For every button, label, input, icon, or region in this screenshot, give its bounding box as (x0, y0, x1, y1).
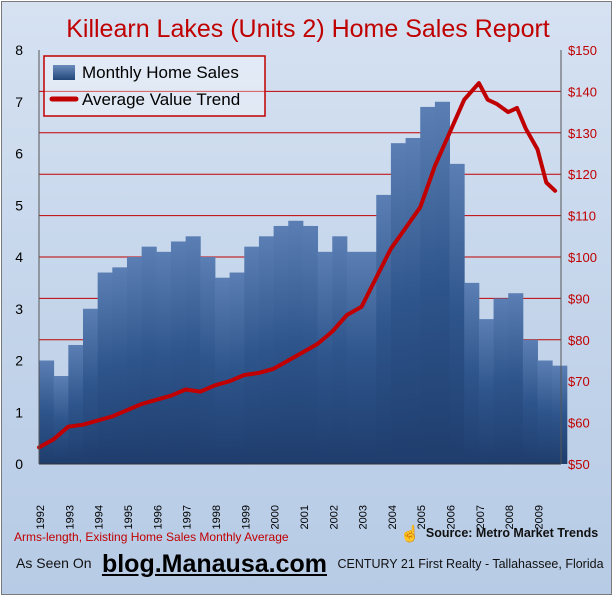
x-tick-label: 2004 (387, 505, 399, 529)
x-tick-label: 1993 (64, 505, 76, 529)
x-tick-label: 2006 (446, 505, 458, 529)
left-tick-label: 3 (15, 301, 23, 317)
sales-bar (288, 220, 304, 464)
legend-bar-label: Monthly Home Sales (82, 63, 239, 82)
legend-bar-swatch (53, 65, 75, 80)
chart-title: Killearn Lakes (Units 2) Home Sales Repo… (66, 15, 550, 43)
sales-bar (376, 194, 392, 464)
sales-bar (39, 360, 55, 464)
sales-bar (346, 251, 363, 464)
sales-bar (361, 251, 377, 464)
x-tick-label: 2002 (328, 505, 340, 529)
sales-bar (420, 106, 436, 465)
right-tick-label: $60 (568, 416, 590, 431)
sales-bar (405, 137, 421, 464)
x-tick-label: 2000 (270, 505, 282, 529)
left-tick-label: 2 (15, 353, 23, 369)
sales-bar (82, 308, 99, 464)
sales-bar (97, 272, 113, 464)
sales-bar (229, 272, 245, 464)
sales-bar (522, 339, 538, 464)
right-tick-label: $50 (568, 457, 590, 472)
sales-bar (302, 225, 319, 464)
sales-bar (53, 376, 69, 464)
sales-bar (317, 251, 333, 464)
right-tick-label: $90 (568, 291, 590, 306)
sales-bar (493, 298, 509, 464)
right-tick-label: $150 (568, 43, 597, 58)
footnote: Arms-length, Existing Home Sales Monthly… (14, 530, 289, 544)
right-tick-label: $130 (568, 126, 597, 141)
sales-bar (464, 282, 480, 464)
left-tick-label: 6 (15, 146, 23, 162)
right-tick-label: $70 (568, 374, 590, 389)
left-axis-ticks: 0 1 2 3 4 5 6 7 8 (15, 42, 23, 472)
right-tick-label: $80 (568, 333, 590, 348)
footer-banner: As Seen On blog.Manausa.com CENTURY 21 F… (16, 550, 606, 580)
sales-bar (508, 293, 524, 464)
legend-box (43, 55, 266, 117)
x-tick-label: 2003 (358, 505, 370, 529)
source-text: Source: Metro Market Trends (425, 526, 599, 540)
x-tick-label: 1997 (182, 505, 194, 529)
left-tick-label: 1 (15, 404, 23, 420)
right-tick-label: $110 (568, 209, 596, 224)
x-tick-label: 2005 (416, 505, 428, 529)
x-tick-label: 1992 (35, 505, 47, 529)
left-tick-label: 4 (15, 249, 23, 265)
sales-bar (68, 344, 84, 464)
sales-bar (214, 277, 231, 464)
left-tick-label: 8 (15, 42, 23, 58)
left-tick-label: 0 (15, 456, 23, 472)
as-seen-on: As Seen On (16, 555, 92, 571)
source-credit: ☝ Source: Metro Market Trends (400, 524, 598, 544)
x-tick-label: 1995 (123, 505, 135, 529)
legend-line-label: Average Value Trend (82, 90, 240, 109)
sales-bar (390, 143, 407, 464)
sales-bar (244, 246, 260, 464)
x-tick-label: 1996 (152, 505, 164, 529)
sales-bar (552, 365, 568, 464)
x-tick-label: 2009 (534, 505, 546, 529)
x-tick-label: 2008 (504, 505, 516, 529)
left-tick-label: 7 (15, 94, 23, 110)
x-tick-label: 1999 (240, 505, 252, 529)
sales-bar (332, 236, 348, 464)
sales-bars (39, 101, 568, 465)
right-tick-label: $100 (568, 250, 597, 265)
sales-bar (141, 246, 157, 464)
sales-bar (200, 257, 216, 464)
x-tick-label: 2001 (299, 505, 311, 529)
sales-bar (449, 163, 465, 464)
right-tick-label: $120 (568, 167, 597, 182)
sales-bar (170, 241, 187, 464)
sales-bar (185, 236, 201, 464)
sales-bar (156, 251, 172, 464)
x-axis-ticks: 1992 1993 1994 1995 1996 1997 1998 1999 2000 2001… (35, 505, 546, 529)
sales-bar (112, 267, 128, 464)
sales-bar (537, 360, 553, 464)
company-name: CENTURY 21 First Realty - Tallahassee, F… (337, 557, 604, 571)
value-trend-line (37, 81, 558, 450)
sales-bar (126, 257, 143, 464)
legend: Monthly Home Sales Average Value Trend (43, 55, 266, 117)
left-tick-label: 5 (15, 197, 23, 213)
sales-bar (258, 236, 275, 464)
x-tick-label: 1994 (94, 505, 106, 529)
blog-link[interactable]: blog.Manausa.com (101, 550, 327, 578)
sales-bar (273, 225, 289, 464)
sales-bar (434, 101, 450, 464)
right-tick-label: $140 (568, 84, 597, 99)
x-tick-label: 1998 (211, 505, 223, 529)
sales-bar (478, 319, 494, 464)
hand-pointer-icon: ☝ (400, 526, 420, 543)
x-tick-label: 2007 (475, 505, 487, 529)
right-axis-ticks: $50 $60 $70 $80 $90 $100 $110 $120 $130 $140 $150 (568, 43, 597, 472)
